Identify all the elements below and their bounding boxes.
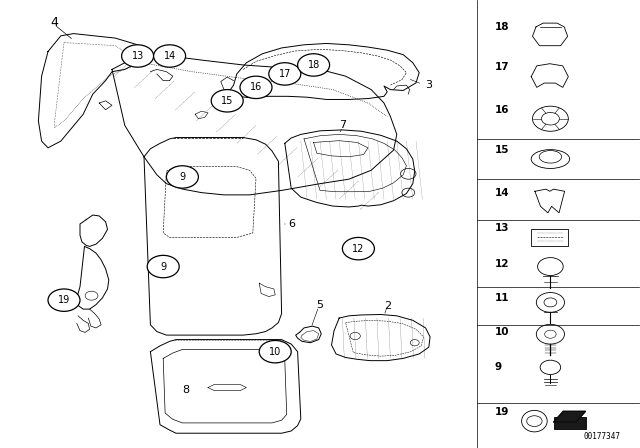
Text: 17: 17 (278, 69, 291, 79)
Text: 18: 18 (495, 22, 509, 32)
Text: 16: 16 (495, 105, 509, 115)
Text: 8: 8 (182, 385, 189, 395)
Circle shape (269, 63, 301, 85)
Text: 15: 15 (495, 145, 509, 155)
Text: 15: 15 (221, 96, 234, 106)
Circle shape (166, 166, 198, 188)
Circle shape (298, 54, 330, 76)
Polygon shape (554, 411, 586, 422)
Text: 7: 7 (339, 121, 346, 130)
Circle shape (211, 90, 243, 112)
Text: 14: 14 (495, 188, 509, 198)
Text: 00177347: 00177347 (584, 432, 621, 441)
Text: 17: 17 (495, 62, 509, 72)
Text: 3: 3 (426, 80, 433, 90)
Text: 6: 6 (288, 219, 295, 229)
Text: 10: 10 (495, 327, 509, 336)
Text: 4: 4 (51, 16, 58, 29)
Text: 19: 19 (58, 295, 70, 305)
Text: 9: 9 (179, 172, 186, 182)
Text: 13: 13 (131, 51, 144, 61)
Text: 14: 14 (163, 51, 176, 61)
Circle shape (240, 76, 272, 99)
Circle shape (342, 237, 374, 260)
Text: 10: 10 (269, 347, 282, 357)
Text: 2: 2 (383, 301, 391, 310)
Text: 19: 19 (495, 407, 509, 417)
Circle shape (259, 340, 291, 363)
Text: 5: 5 (317, 300, 323, 310)
Text: 9: 9 (495, 362, 502, 372)
Circle shape (48, 289, 80, 311)
Text: 11: 11 (495, 293, 509, 303)
Text: 18: 18 (307, 60, 320, 70)
Text: 16: 16 (250, 82, 262, 92)
Circle shape (154, 45, 186, 67)
Circle shape (147, 255, 179, 278)
Text: 13: 13 (495, 224, 509, 233)
Text: 12: 12 (352, 244, 365, 254)
Text: 12: 12 (495, 259, 509, 269)
Text: 1: 1 (61, 295, 67, 305)
Bar (554, 417, 586, 429)
Text: 9: 9 (160, 262, 166, 271)
Bar (531, 229, 568, 246)
Circle shape (122, 45, 154, 67)
